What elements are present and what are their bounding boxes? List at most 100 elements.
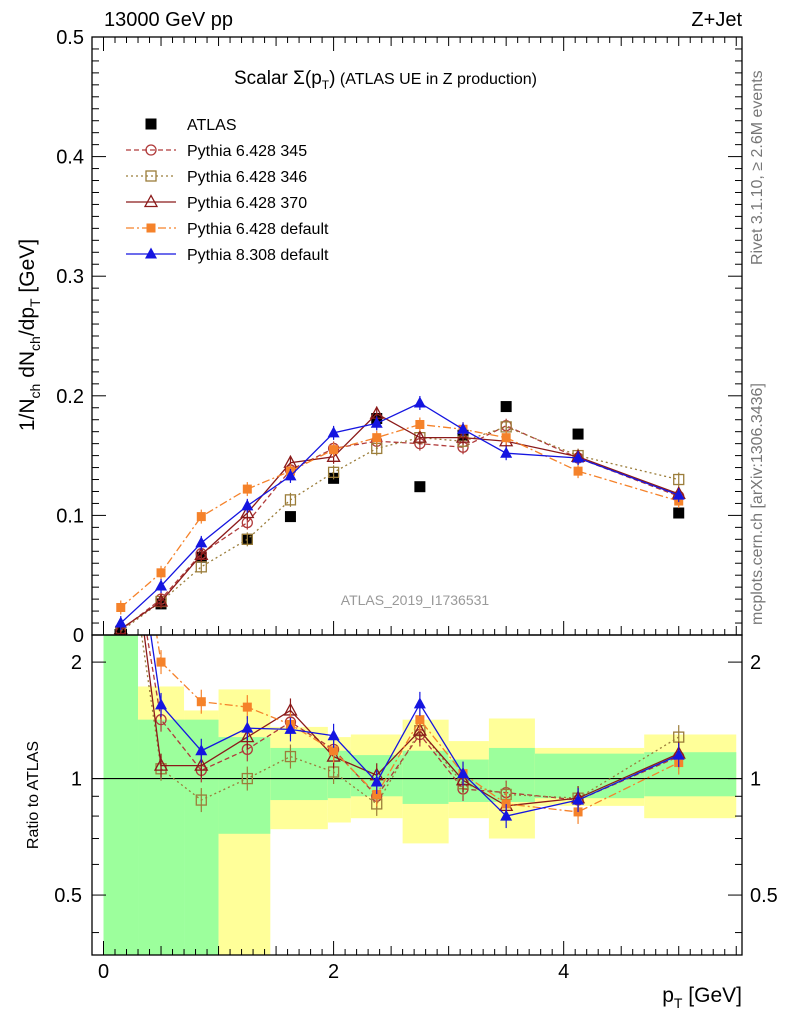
upper-y-tick-label: 0.1 (56, 505, 84, 527)
data-point (372, 433, 382, 443)
series-line (120, 426, 679, 632)
data-point (500, 401, 512, 413)
ratio-point (372, 789, 382, 799)
data-point (116, 602, 126, 612)
green-band-bin (644, 752, 737, 797)
ratio-point (413, 697, 426, 709)
title-close: ) (329, 68, 335, 89)
upper-series-group (113, 395, 686, 635)
legend-marker (145, 118, 157, 130)
data-point (156, 568, 166, 578)
lower-y-axis-label: Ratio to ATLAS (25, 741, 42, 849)
data-point (414, 481, 426, 493)
data-point (501, 433, 511, 443)
data-point (284, 511, 296, 523)
data-point (284, 494, 297, 506)
lower-y-tick-label-right: 0.5 (750, 885, 778, 907)
data-point (413, 396, 426, 408)
data-point (500, 446, 513, 458)
data-point (673, 507, 685, 519)
green-band-bin (534, 753, 645, 799)
lower-y-tick-label: 2 (71, 652, 82, 674)
data-point (196, 512, 206, 522)
ratio-line (150, 635, 679, 817)
lower-y-tick-label-right: 2 (750, 652, 761, 674)
legend-marker (145, 170, 157, 182)
data-point (673, 473, 685, 486)
legend-marker (145, 247, 157, 259)
data-point (240, 505, 255, 519)
data-point (326, 448, 341, 462)
title-sub: T (322, 78, 330, 92)
ratio-pythia-8-308-default (150, 635, 685, 829)
upper-y-tick-label: 0.2 (56, 386, 84, 408)
ratio-point (412, 722, 427, 736)
svg-text:1/Nch dNch/dpT [GeV]: 1/Nch dNch/dpT [GeV] (16, 239, 43, 431)
data-point (241, 533, 253, 545)
ratio-point (241, 772, 253, 785)
title-sigma: Σ(p (293, 68, 322, 89)
legend-marker (146, 223, 156, 233)
legend-item-pythia-6-428-345: Pythia 6.428 345 (126, 143, 307, 160)
upper-y-tick-label: 0.3 (56, 266, 84, 288)
lower-y-tick-label: 0.5 (54, 885, 82, 907)
data-point (457, 422, 470, 434)
data-point (672, 488, 685, 500)
ratio-point (329, 746, 339, 756)
ratio-point (415, 715, 425, 725)
upper-y-tick-label: 0 (73, 625, 84, 647)
data-point (412, 429, 427, 443)
lower-series-group (140, 635, 686, 829)
green-band-bin (218, 737, 271, 834)
green-band-bin (402, 750, 449, 804)
data-point (370, 416, 383, 428)
legend-item-pythia-6-428-370: Pythia 6.428 370 (126, 194, 307, 212)
data-point (114, 616, 127, 628)
ratio-line (156, 635, 680, 813)
data-point (572, 428, 584, 440)
ratio-point (501, 799, 511, 809)
chart-title: Scalar Σ(pT) (ATLAS UE in Z production) (234, 68, 537, 92)
title-prefix: Scalar (234, 68, 293, 89)
data-point (195, 536, 208, 548)
x-tick-label: 0 (98, 961, 109, 983)
ratio-point (457, 767, 470, 779)
ratio-point (572, 793, 585, 805)
lower-y-tick-label: 1 (71, 769, 82, 791)
legend-label: ATLAS (187, 117, 237, 134)
analysis-id: ATLAS_2019_I1736531 (341, 592, 490, 608)
legend-label: Pythia 6.428 default (187, 221, 329, 238)
legend-label: Pythia 6.428 370 (187, 195, 307, 212)
ratio-line (143, 635, 679, 807)
upper-y-tick-label: 0.4 (56, 147, 84, 169)
data-point (242, 484, 252, 494)
data-point (155, 579, 168, 591)
data-point (327, 426, 340, 438)
title-suffix: (ATLAS UE in Z production) (335, 71, 537, 88)
legend-item-pythia-6-428-346: Pythia 6.428 346 (126, 169, 307, 186)
ratio-line (146, 635, 679, 801)
process-label: Z+Jet (691, 9, 742, 31)
data-point (415, 420, 425, 430)
ratio-point (194, 757, 209, 771)
data-point (572, 451, 585, 463)
ratio-point (196, 697, 206, 707)
legend-marker (143, 194, 159, 208)
rivet-label: Rivet 3.1.10, ≥ 2.6M events (749, 70, 766, 265)
upper-y-axis-label: 1/Nch dNch/dpT [GeV] (16, 239, 43, 431)
legend-label: Pythia 6.428 346 (187, 169, 307, 186)
legend-item-pythia-6-428-default: Pythia 6.428 default (126, 221, 329, 238)
data-point (573, 466, 583, 476)
ratio-point (240, 729, 255, 743)
data-point (153, 593, 169, 607)
lower-frame (91, 634, 743, 956)
series-line (120, 423, 679, 608)
series-line (120, 412, 679, 630)
energy-label: 13000 GeV pp (104, 9, 233, 31)
ratio-point (155, 698, 168, 710)
green-band-bin (488, 747, 535, 802)
data-point (113, 621, 128, 635)
green-band-bin (103, 635, 139, 955)
axis-ticks: 0 0.1 0.2 0.3 0.4 0.5 0.5 0.5 1 1 2 2 0 2 4 (54, 27, 778, 983)
